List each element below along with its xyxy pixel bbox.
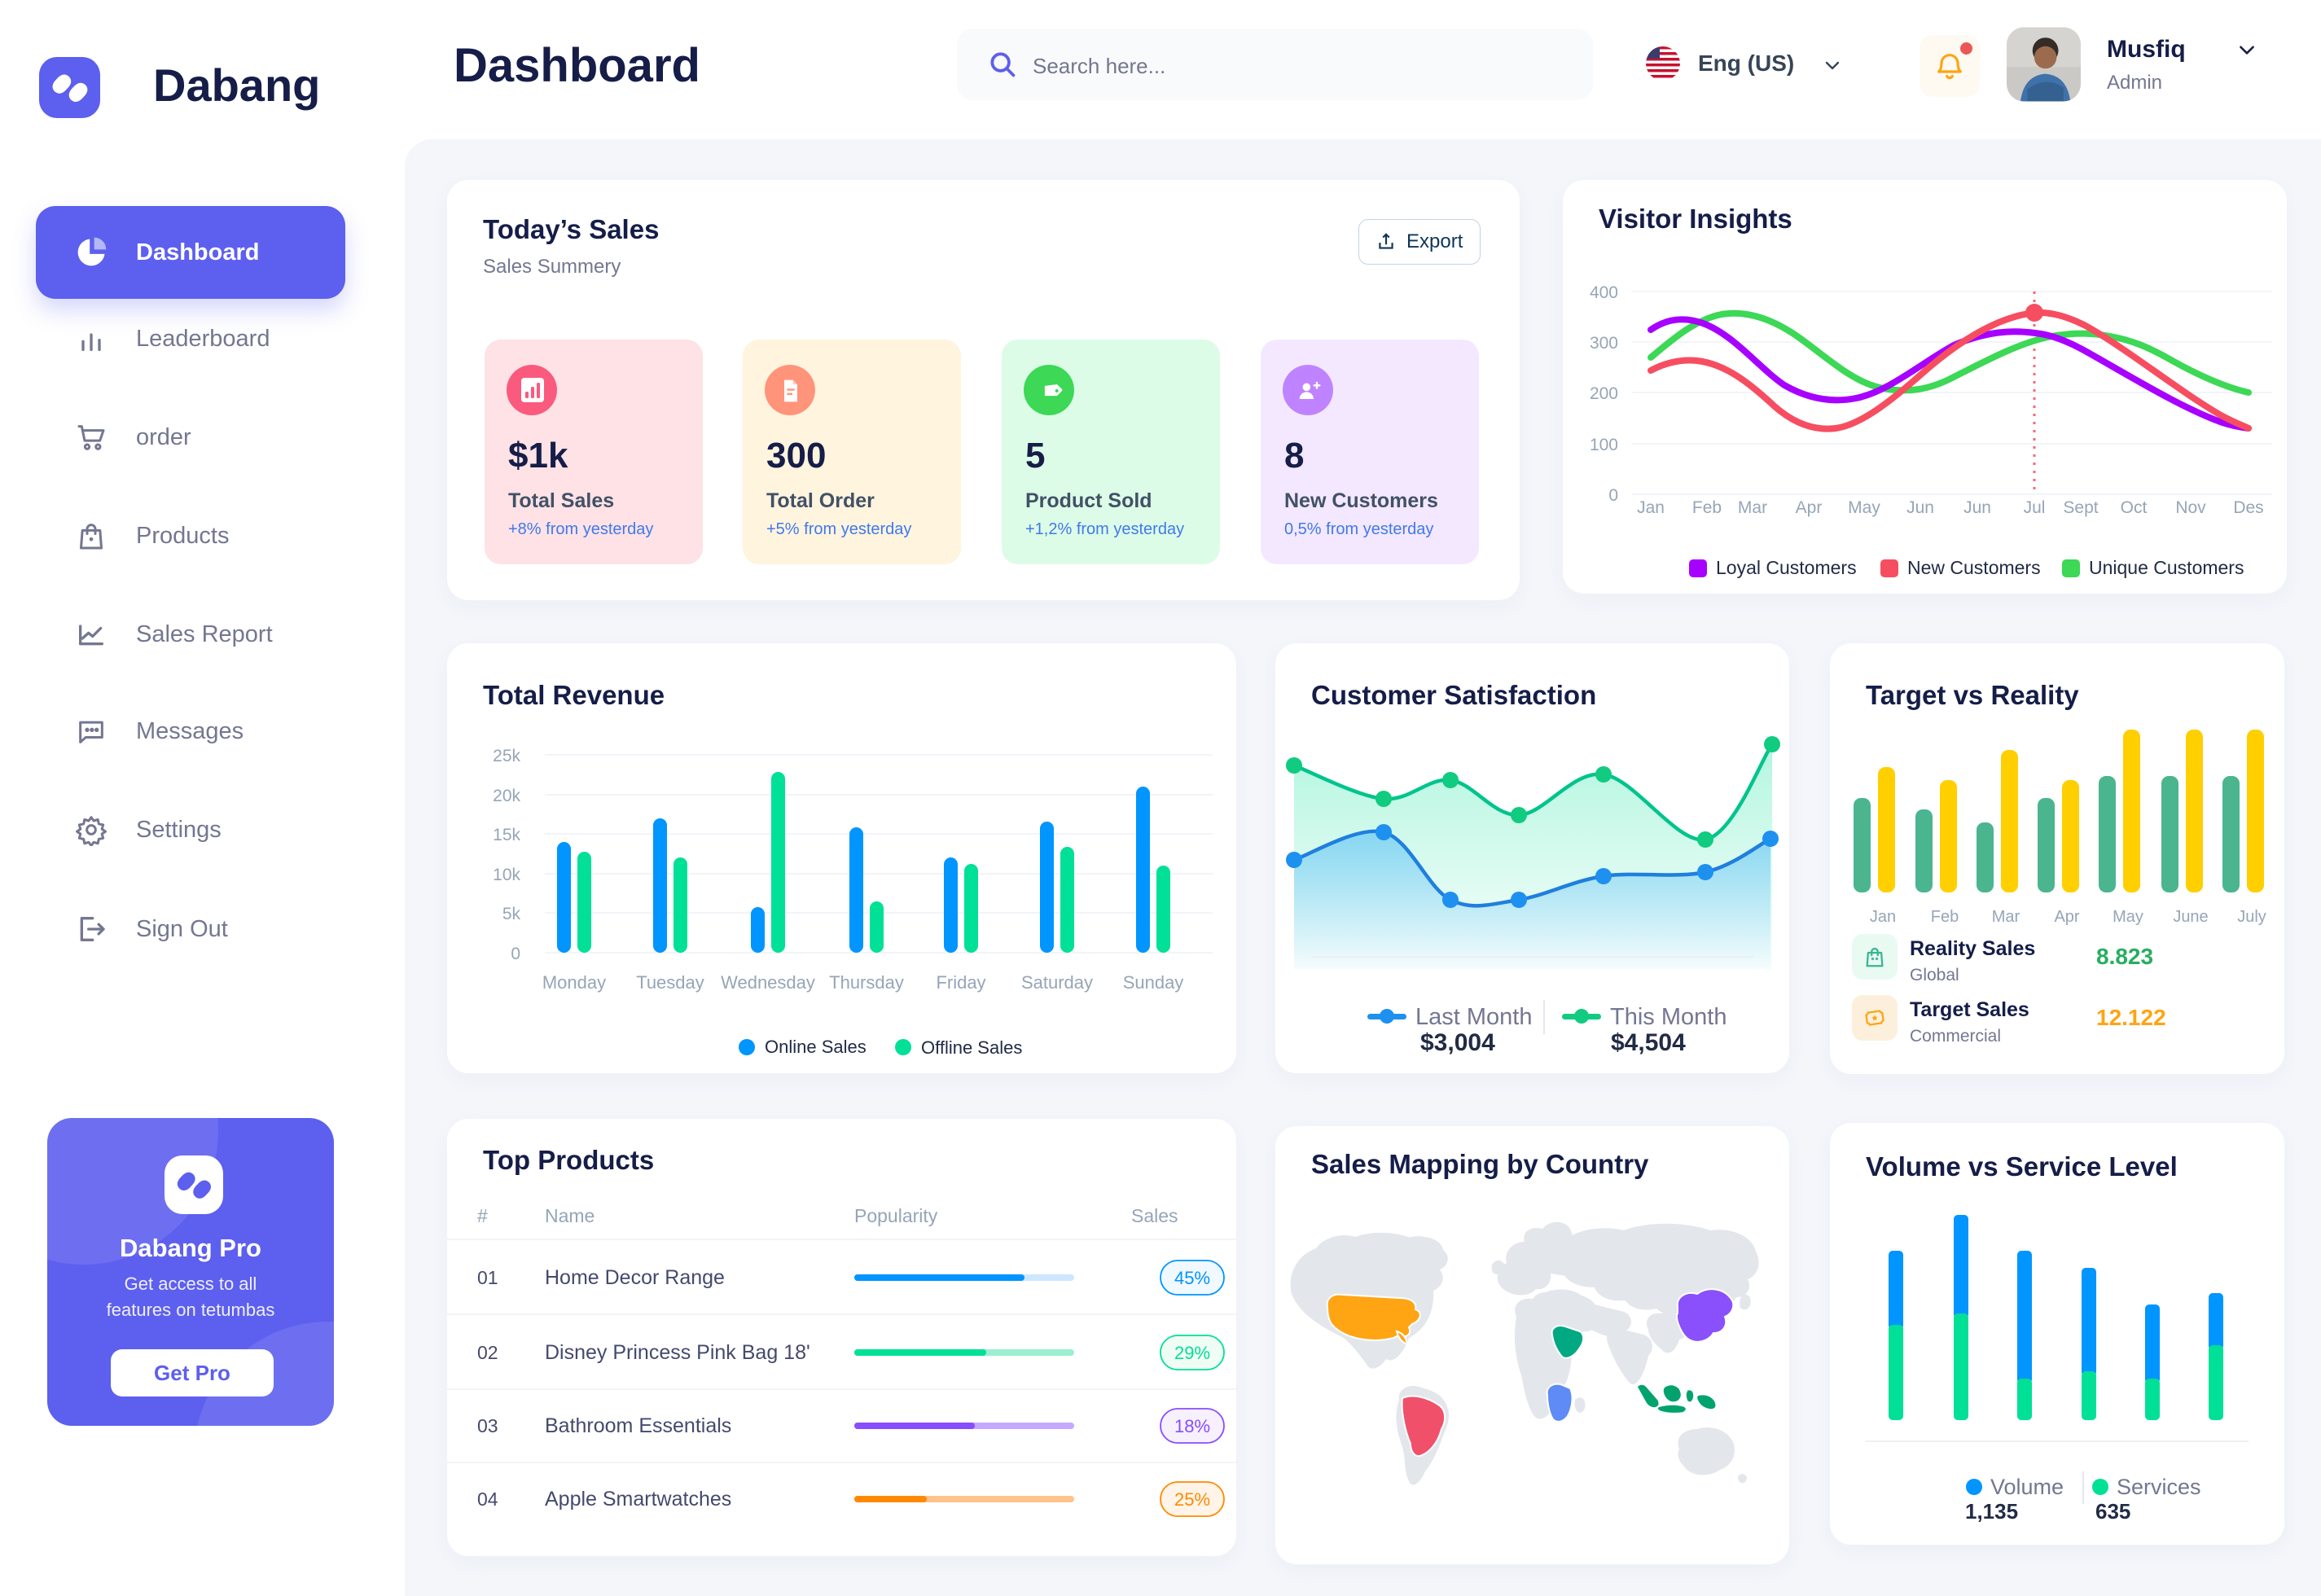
svg-text:100: 100: [1590, 436, 1618, 454]
svg-text:Des: Des: [2233, 498, 2263, 517]
svg-text:Apr: Apr: [1796, 498, 1823, 517]
svg-text:1,135: 1,135: [1965, 1499, 2018, 1524]
svg-text:04: 04: [477, 1489, 498, 1510]
svg-text:Apr: Apr: [2054, 908, 2079, 926]
svg-text:Jan: Jan: [1870, 908, 1896, 926]
svg-text:15k: 15k: [493, 826, 520, 844]
svg-text:Thursday: Thursday: [829, 972, 904, 993]
svg-text:Global: Global: [1910, 966, 1959, 984]
svg-text:Offline Sales: Offline Sales: [921, 1037, 1022, 1058]
svg-text:This Month: This Month: [1610, 1004, 1726, 1030]
svg-text:June: June: [2173, 908, 2208, 926]
svg-text:400: 400: [1590, 283, 1618, 302]
svg-text:#: #: [477, 1205, 488, 1226]
svg-text:Disney Princess Pink Bag 18': Disney Princess Pink Bag 18': [545, 1341, 810, 1364]
svg-text:May: May: [2113, 908, 2143, 926]
svg-text:Nov: Nov: [2175, 498, 2206, 517]
svg-text:Sunday: Sunday: [1123, 972, 1184, 993]
svg-text:Volume: Volume: [1990, 1475, 2064, 1499]
svg-text:Saturday: Saturday: [1021, 972, 1093, 993]
svg-text:July: July: [2237, 908, 2266, 926]
svg-text:200: 200: [1590, 384, 1618, 403]
svg-text:Apple Smartwatches: Apple Smartwatches: [545, 1488, 731, 1510]
svg-text:Name: Name: [545, 1205, 595, 1226]
svg-text:Popularity: Popularity: [854, 1205, 938, 1226]
svg-text:Monday: Monday: [542, 972, 606, 993]
svg-text:02: 02: [477, 1342, 498, 1363]
svg-text:03: 03: [477, 1415, 498, 1436]
svg-text:Tuesday: Tuesday: [636, 972, 704, 993]
svg-text:May: May: [1848, 498, 1880, 517]
svg-text:635: 635: [2095, 1499, 2130, 1524]
svg-text:Mar: Mar: [1992, 908, 2020, 926]
svg-text:Reality Sales: Reality Sales: [1910, 937, 2035, 960]
svg-text:01: 01: [477, 1267, 498, 1288]
svg-text:Unique Customers: Unique Customers: [2089, 557, 2244, 578]
svg-text:5k: 5k: [502, 905, 521, 923]
svg-text:Mar: Mar: [1738, 498, 1767, 517]
svg-text:12.122: 12.122: [2096, 1005, 2166, 1030]
svg-text:Target Sales: Target Sales: [1910, 998, 2029, 1021]
svg-text:Online Sales: Online Sales: [765, 1037, 867, 1057]
svg-text:18%: 18%: [1174, 1416, 1210, 1436]
svg-text:25%: 25%: [1174, 1489, 1210, 1510]
svg-text:300: 300: [1590, 334, 1618, 353]
svg-text:25k: 25k: [493, 747, 520, 765]
svg-text:10k: 10k: [493, 866, 520, 884]
svg-text:0: 0: [1608, 486, 1618, 505]
svg-text:0: 0: [511, 945, 520, 963]
svg-text:29%: 29%: [1174, 1343, 1210, 1363]
svg-text:$4,504: $4,504: [1611, 1029, 1686, 1056]
svg-text:Bathroom Essentials: Bathroom Essentials: [545, 1414, 731, 1437]
svg-text:Jul: Jul: [2024, 498, 2046, 517]
svg-text:Jan: Jan: [1637, 498, 1665, 517]
svg-text:8.823: 8.823: [2096, 944, 2153, 969]
svg-text:New Customers: New Customers: [1907, 557, 2041, 578]
svg-text:Feb: Feb: [1692, 498, 1722, 517]
svg-text:45%: 45%: [1174, 1268, 1210, 1288]
svg-text:Last Month: Last Month: [1415, 1004, 1532, 1030]
svg-text:Jun: Jun: [1963, 498, 1991, 517]
svg-text:Home Decor Range: Home Decor Range: [545, 1266, 725, 1289]
svg-text:Wednesday: Wednesday: [721, 972, 815, 993]
svg-text:Feb: Feb: [1931, 908, 1959, 926]
svg-text:$3,004: $3,004: [1420, 1029, 1495, 1056]
svg-text:Oct: Oct: [2121, 498, 2148, 517]
svg-text:Sales: Sales: [1131, 1205, 1178, 1226]
svg-text:Commercial: Commercial: [1910, 1027, 2001, 1046]
svg-text:Friday: Friday: [936, 972, 985, 993]
svg-text:20k: 20k: [493, 787, 520, 805]
svg-text:Sept: Sept: [2063, 498, 2098, 517]
svg-text:Services: Services: [2117, 1475, 2201, 1499]
svg-text:Jun: Jun: [1906, 498, 1934, 517]
svg-text:Loyal Customers: Loyal Customers: [1716, 557, 1857, 578]
